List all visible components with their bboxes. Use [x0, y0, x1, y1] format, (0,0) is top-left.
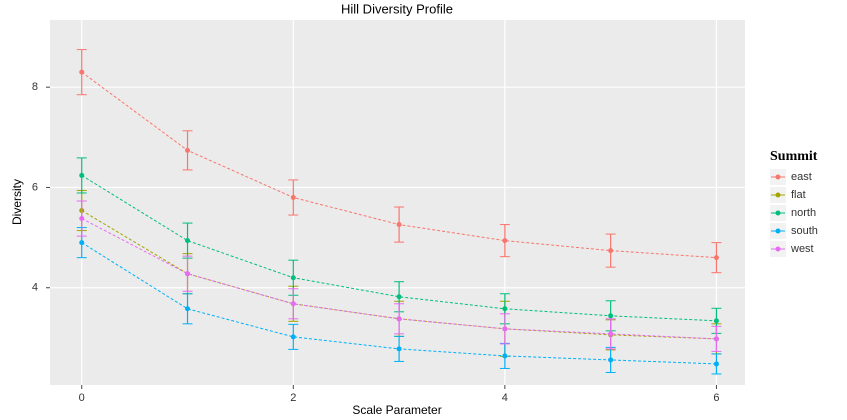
- legend-point: [775, 246, 781, 252]
- y-axis-title: Diversity: [10, 179, 24, 225]
- point: [79, 172, 85, 178]
- legend-point: [775, 192, 781, 198]
- point: [713, 361, 719, 367]
- legend-point: [775, 174, 781, 180]
- x-tick-label: 2: [290, 392, 296, 404]
- point: [608, 313, 614, 319]
- point: [79, 216, 85, 222]
- point: [713, 255, 719, 261]
- point: [79, 69, 85, 75]
- point: [608, 357, 614, 363]
- point: [713, 318, 719, 324]
- x-axis-title: Scale Parameter: [352, 403, 441, 417]
- x-tick-label: 4: [502, 392, 508, 404]
- point: [290, 275, 296, 281]
- legend-label: east: [791, 171, 812, 183]
- point: [290, 194, 296, 200]
- point: [502, 306, 508, 312]
- legend-title: Summit: [770, 149, 818, 164]
- y-tick-label: 4: [32, 282, 38, 294]
- point: [502, 353, 508, 359]
- legend-label: south: [791, 225, 818, 237]
- legend-point: [775, 210, 781, 216]
- point: [290, 334, 296, 340]
- legend-label: north: [791, 207, 816, 219]
- point: [185, 147, 191, 153]
- point: [608, 331, 614, 337]
- point: [290, 301, 296, 307]
- point: [185, 271, 191, 277]
- point: [396, 222, 402, 228]
- point: [502, 326, 508, 332]
- y-tick-label: 6: [32, 181, 38, 193]
- legend-label: flat: [791, 189, 806, 201]
- y-tick-label: 8: [32, 81, 38, 93]
- point: [608, 248, 614, 254]
- legend-point: [775, 228, 781, 234]
- legend-label: west: [790, 243, 814, 255]
- x-tick-label: 0: [79, 392, 85, 404]
- point: [79, 240, 85, 246]
- point: [502, 238, 508, 244]
- x-tick-label: 6: [713, 392, 719, 404]
- chart-title: Hill Diversity Profile: [341, 1, 453, 16]
- point: [185, 306, 191, 312]
- point: [396, 294, 402, 300]
- point: [185, 238, 191, 244]
- point: [396, 316, 402, 322]
- panel: [50, 20, 745, 385]
- point: [713, 336, 719, 342]
- point: [396, 346, 402, 352]
